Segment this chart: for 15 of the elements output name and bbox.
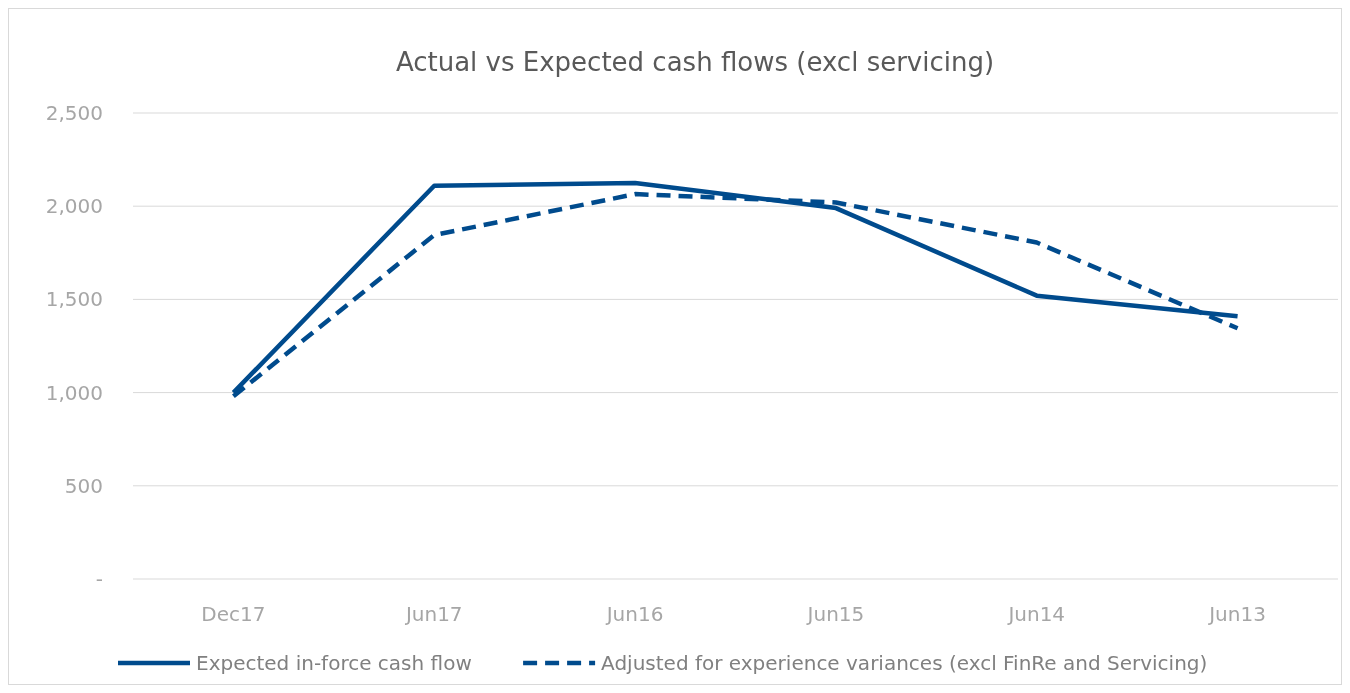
x-tick-label: Jun13	[1207, 602, 1266, 626]
x-tick-label: Jun14	[1006, 602, 1066, 626]
x-tick-label: Jun17	[403, 602, 463, 626]
y-tick-label: -	[95, 567, 103, 591]
y-tick-label: 500	[64, 473, 103, 498]
y-tick-label: 2,500	[45, 101, 103, 125]
legend-label: Expected in-force cash flow	[196, 651, 472, 675]
y-tick-label: 1,500	[45, 287, 103, 312]
legend-label: Adjusted for experience variances (excl FinRe and Servicing)	[601, 651, 1208, 675]
x-tick-label: Jun16	[604, 602, 664, 626]
y-tick-label: 1,000	[45, 380, 103, 405]
x-tick-label: Jun15	[805, 602, 865, 626]
chart-title: Actual vs Expected cash flows (excl servicing)	[395, 47, 995, 77]
x-tick-label: Dec17	[201, 602, 266, 626]
y-tick-label: 2,000	[45, 194, 103, 219]
